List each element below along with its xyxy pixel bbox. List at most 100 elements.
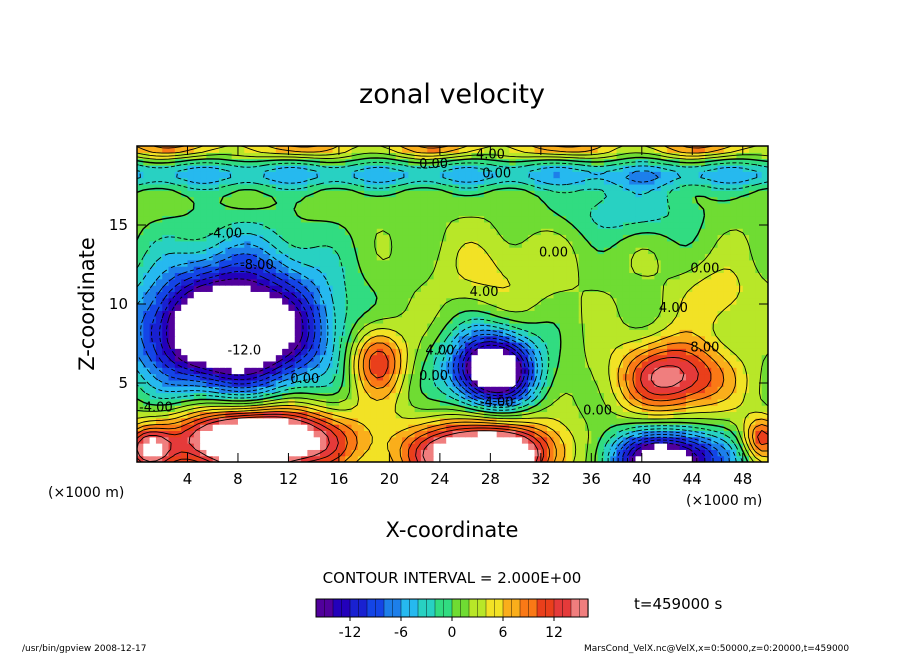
heatmap-cell [610, 209, 618, 217]
heatmap-cell [465, 221, 473, 229]
heatmap-cell [433, 291, 441, 299]
heatmap-cell [282, 234, 290, 242]
heatmap-cell [742, 329, 750, 337]
heatmap-cell [376, 183, 384, 191]
heatmap-cell [294, 190, 302, 198]
heatmap-cell [692, 297, 700, 305]
heatmap-cell [509, 202, 517, 210]
heatmap-cell [351, 367, 359, 375]
heatmap-cell [402, 272, 409, 280]
heatmap-cell [610, 310, 618, 318]
heatmap-cell [155, 443, 163, 450]
heatmap-cell [484, 386, 491, 394]
heatmap-cell [294, 417, 302, 425]
heatmap-cell [622, 297, 630, 305]
heatmap-cell [200, 183, 208, 191]
heatmap-cell [193, 348, 201, 356]
heatmap-cell [534, 424, 542, 431]
heatmap-cell [616, 259, 624, 267]
heatmap-cell [282, 316, 290, 324]
heatmap-cell [137, 164, 144, 172]
heatmap-cell [591, 417, 599, 425]
heatmap-cell [250, 405, 258, 413]
heatmap-cell [559, 209, 567, 217]
heatmap-cell [509, 360, 517, 368]
heatmap-cell [660, 152, 668, 160]
heatmap-cell [704, 386, 712, 394]
heatmap-cell [635, 272, 643, 280]
heatmap-cell [685, 266, 693, 273]
heatmap-cell [181, 335, 189, 343]
heatmap-cell [269, 392, 277, 400]
heatmap-cell [465, 158, 473, 166]
heatmap-cell [566, 278, 573, 286]
heatmap-cell [755, 379, 763, 387]
heatmap-cell [477, 436, 485, 444]
heatmap-cell [635, 379, 643, 387]
heatmap-cell [225, 272, 233, 280]
heatmap-cell [200, 291, 208, 299]
heatmap-cell [282, 367, 290, 375]
heatmap-cell [313, 430, 321, 438]
heatmap-cell [250, 322, 258, 330]
heatmap-cell [761, 285, 768, 292]
heatmap-cell [616, 146, 624, 153]
heatmap-cell [231, 190, 239, 198]
heatmap-cell [326, 449, 334, 457]
heatmap-cell [364, 379, 372, 387]
heatmap-cell [477, 266, 485, 273]
heatmap-cell [319, 405, 327, 413]
heatmap-cell [414, 196, 422, 204]
heatmap-cell [212, 329, 220, 337]
heatmap-cell [137, 247, 144, 255]
heatmap-cell [263, 266, 271, 273]
heatmap-cell [200, 329, 208, 337]
heatmap-cell [635, 171, 643, 179]
heatmap-cell [332, 392, 340, 400]
heatmap-cell [383, 443, 390, 450]
heatmap-cell [755, 234, 763, 242]
heatmap-cell [730, 329, 738, 337]
heatmap-cell [673, 436, 681, 444]
heatmap-cell [162, 322, 170, 330]
heatmap-cell [496, 215, 504, 223]
heatmap-cell [660, 335, 668, 343]
heatmap-cell [200, 373, 208, 381]
heatmap-cell [219, 367, 226, 375]
heatmap-cell [427, 436, 435, 444]
heatmap-cell [471, 285, 479, 292]
heatmap-cell [603, 234, 611, 242]
heatmap-cell [496, 266, 504, 273]
heatmap-cell [648, 152, 656, 160]
heatmap-cell [477, 329, 485, 337]
heatmap-cell [256, 436, 264, 444]
heatmap-cell [376, 278, 384, 286]
heatmap-cell [559, 379, 567, 387]
heatmap-cell [137, 209, 144, 217]
heatmap-cell [755, 348, 763, 356]
heatmap-cell [402, 310, 409, 318]
heatmap-cell [667, 278, 674, 286]
heatmap-cell [648, 190, 656, 198]
heatmap-cell [332, 278, 340, 286]
heatmap-cell [219, 379, 226, 387]
heatmap-cell [629, 329, 637, 337]
heatmap-cell [755, 424, 763, 431]
heatmap-cell [534, 373, 542, 381]
heatmap-cell [256, 316, 264, 324]
heatmap-cell [465, 202, 473, 210]
heatmap-cell [206, 171, 214, 179]
heatmap-cell [263, 335, 271, 343]
heatmap-cell [704, 341, 712, 349]
heatmap-cell [338, 177, 346, 185]
heatmap-cell [641, 228, 649, 236]
heatmap-cell [212, 304, 220, 311]
heatmap-cell [244, 285, 252, 292]
heatmap-cell [654, 272, 662, 280]
heatmap-cell [345, 259, 353, 267]
heatmap-cell [566, 430, 573, 438]
heatmap-cell [364, 335, 372, 343]
heatmap-cell [351, 455, 359, 462]
heatmap-cell [648, 316, 656, 324]
heatmap-cell [698, 202, 706, 210]
